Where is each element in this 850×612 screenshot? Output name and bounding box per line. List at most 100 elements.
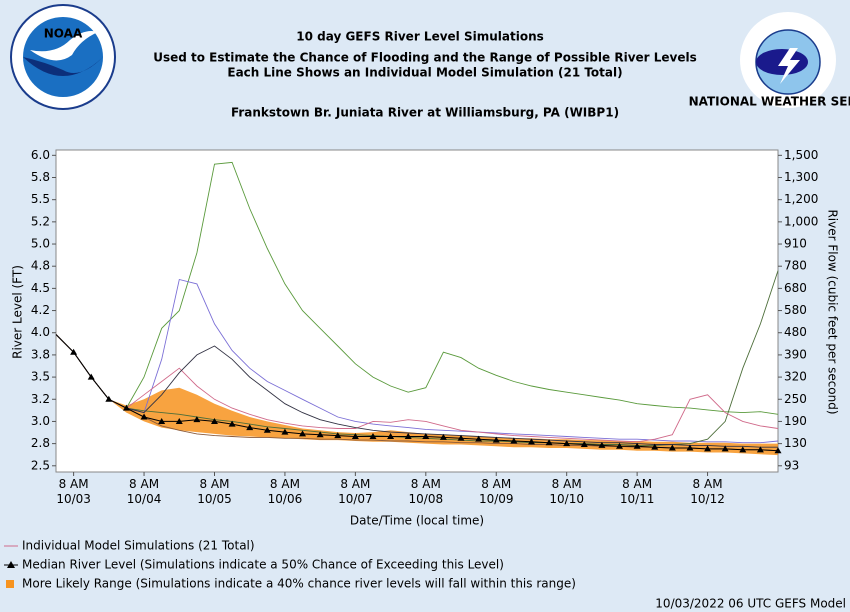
x-tick-label: 8 AM 10/07: [338, 477, 373, 506]
legend-swatch: [6, 580, 14, 588]
y2-tick-label: 680: [784, 281, 807, 295]
legend-label: Median River Level (Simulations indicate…: [22, 558, 504, 572]
median-marker: [563, 440, 571, 447]
y2-tick-label: 93: [784, 458, 799, 472]
legend-swatch: [7, 561, 15, 568]
median-marker: [404, 433, 412, 440]
median-marker: [334, 432, 342, 439]
y-tick-label: 3.2: [31, 392, 50, 406]
median-marker: [246, 424, 254, 431]
median-marker: [616, 442, 624, 449]
median-marker: [387, 433, 395, 440]
simulation-line: [55, 334, 778, 448]
simulation-line: [55, 278, 779, 444]
x-tick-label: 8 AM 10/11: [620, 477, 655, 506]
simulation-line: [55, 334, 779, 443]
chart-subtitle: Each Line Shows an Individual Model Simu…: [227, 66, 622, 80]
median-marker: [668, 444, 676, 451]
y2-tick-label: 1,500: [784, 148, 818, 162]
median-marker: [193, 416, 201, 423]
station-title: Frankstown Br. Juniata River at Williams…: [231, 106, 619, 120]
median-marker: [651, 443, 659, 450]
y-tick-label: 5.8: [31, 170, 50, 184]
median-marker: [704, 445, 712, 452]
y-tick-label: 4.0: [31, 325, 50, 339]
plot: [55, 161, 782, 456]
x-tick-label: 8 AM 10/10: [549, 477, 584, 506]
y-tick-label: 5.2: [31, 214, 50, 228]
x-tick-label: 8 AM 10/03: [56, 477, 91, 506]
x-tick-label: 8 AM 10/05: [197, 477, 232, 506]
chart-title: 10 day GEFS River Level Simulations: [296, 30, 544, 44]
nws-text: NATIONAL WEATHER SERVICE: [689, 95, 850, 109]
noaa-text: NOAA: [44, 27, 83, 41]
median-marker: [263, 426, 271, 433]
median-marker: [774, 447, 782, 454]
y2-tick-label: 320: [784, 370, 807, 384]
median-marker: [527, 438, 535, 445]
median-marker: [545, 439, 553, 446]
median-marker: [686, 444, 694, 451]
median-marker: [351, 433, 359, 440]
x-axis-label: Date/Time (local time): [350, 514, 484, 528]
y-tick-label: 3.5: [31, 370, 50, 384]
median-line: [55, 334, 779, 452]
y2-tick-label: 910: [784, 237, 807, 251]
median-marker: [457, 434, 465, 441]
legend-label: More Likely Range (Simulations indicate …: [22, 577, 576, 591]
median-marker: [87, 373, 95, 380]
median-marker: [140, 413, 148, 420]
median-marker: [105, 395, 113, 402]
legend-label: Individual Model Simulations (21 Total): [22, 539, 255, 553]
median-marker: [281, 428, 289, 435]
x-tick-label: 8 AM 10/06: [268, 477, 303, 506]
median-marker: [580, 441, 588, 448]
median-marker: [475, 435, 483, 442]
y-tick-label: 3.8: [31, 347, 50, 361]
median-marker: [439, 433, 447, 440]
x-tick-label: 8 AM 10/04: [127, 477, 162, 506]
y-tick-label: 5.5: [31, 192, 50, 206]
y-tick-label: 5.0: [31, 237, 50, 251]
median-marker: [492, 436, 500, 443]
y2-tick-label: 1,300: [784, 170, 818, 184]
y2-tick-label: 130: [784, 436, 807, 450]
y2-axis-label: River Flow (cubic feet per second): [826, 209, 840, 414]
y2-tick-label: 1,200: [784, 192, 818, 206]
median-marker: [369, 433, 377, 440]
chart-subtitle: Used to Estimate the Chance of Flooding …: [153, 51, 697, 65]
y2-tick-label: 780: [784, 259, 807, 273]
median-marker: [598, 441, 606, 448]
y-tick-label: 6.0: [31, 148, 50, 162]
y2-tick-label: 1,000: [784, 214, 818, 228]
median-marker: [210, 417, 218, 424]
y2-tick-label: 250: [784, 392, 807, 406]
y-tick-label: 4.2: [31, 303, 50, 317]
footer: 10/03/2022 06 UTC GEFS Model: [655, 597, 846, 611]
median-marker: [228, 420, 236, 427]
y2-tick-label: 580: [784, 303, 807, 317]
simulation-line: [55, 161, 779, 415]
median-marker: [175, 417, 183, 424]
median-marker: [299, 430, 307, 437]
noaa-logo: NOAA: [10, 4, 116, 110]
x-tick-label: 8 AM 10/12: [690, 477, 725, 506]
y2-tick-label: 390: [784, 347, 807, 361]
median-marker: [316, 431, 324, 438]
median-marker: [510, 437, 518, 444]
nws-logo: NATIONAL WEATHER SERVICE: [689, 12, 850, 109]
median-marker: [721, 445, 729, 452]
y-tick-label: 4.8: [31, 259, 50, 273]
y2-tick-label: 190: [784, 414, 807, 428]
simulation-line: [55, 270, 779, 446]
median-marker: [70, 348, 78, 355]
median-marker: [633, 442, 641, 449]
y-tick-label: 2.5: [31, 458, 50, 472]
x-tick-label: 8 AM 10/09: [479, 477, 514, 506]
median-marker: [158, 417, 166, 424]
median-marker: [739, 446, 747, 453]
y-axis-label: River Level (FT): [11, 265, 25, 359]
median-marker: [422, 433, 430, 440]
y-tick-label: 3.0: [31, 414, 50, 428]
